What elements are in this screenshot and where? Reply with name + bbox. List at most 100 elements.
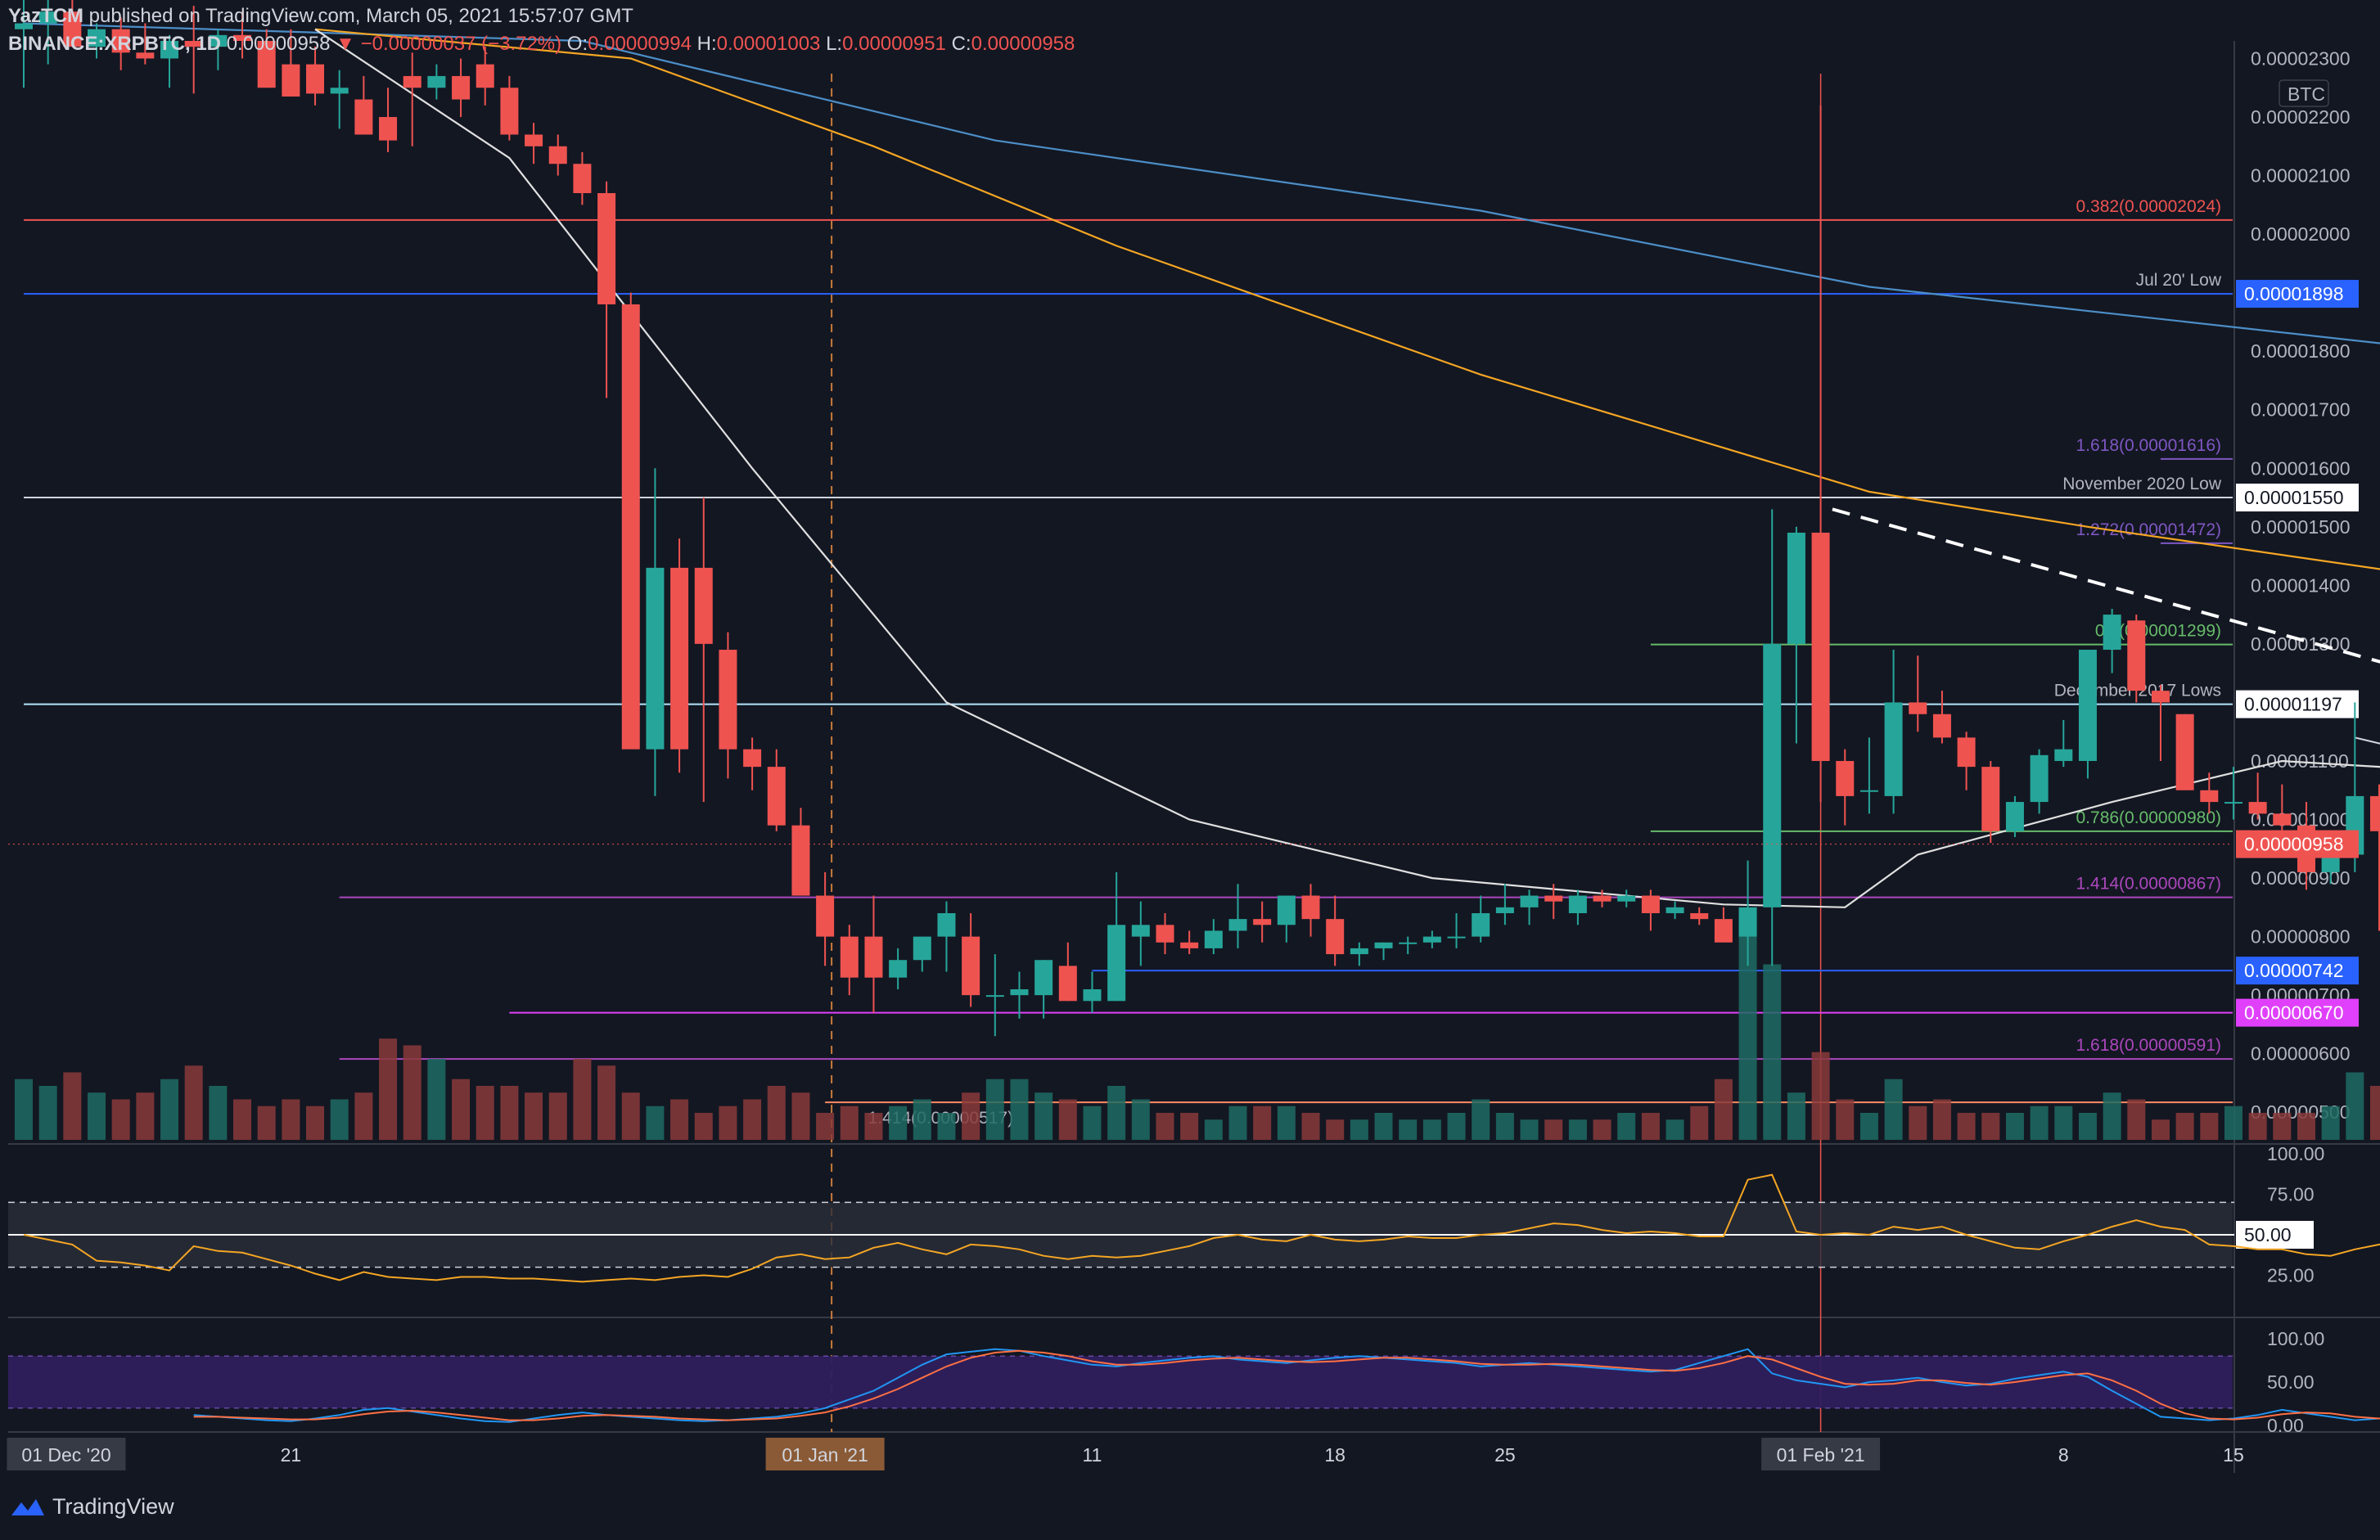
volume-bar	[573, 1059, 592, 1140]
volume-bar	[694, 1113, 713, 1140]
volume-bar	[1010, 1078, 1029, 1140]
last-price-tag-label: 0.00000958	[2244, 834, 2344, 855]
volume-bar	[1350, 1119, 1368, 1140]
candle-body	[937, 912, 956, 937]
level-price-tag	[2236, 998, 2359, 1027]
volume-bar	[1301, 1113, 1320, 1140]
stoch-rsi-pane: 100.00 50.00 0.00	[8, 1328, 2380, 1436]
volume-bar	[1253, 1105, 1272, 1140]
candle-body	[840, 936, 859, 978]
volume-bar	[1884, 1078, 1903, 1140]
candle-body	[913, 936, 931, 961]
candle-body	[1472, 912, 1490, 937]
price-tick-label: 0.00000600	[2251, 1043, 2351, 1065]
candle-body	[1520, 895, 1539, 907]
volume-bar	[1859, 1113, 1878, 1140]
volume-bar	[743, 1099, 762, 1140]
rsi-line	[23, 1173, 2380, 1283]
candle-body	[1034, 960, 1053, 996]
time-tick-label: 11	[1083, 1444, 1102, 1466]
candle-body	[719, 650, 737, 750]
volume-bar	[2369, 1086, 2380, 1140]
moving-average-line	[23, 22, 2380, 344]
volume-bar	[330, 1099, 349, 1140]
volume-bar	[2248, 1113, 2267, 1140]
candle-body	[1787, 532, 1805, 644]
volume-bar	[1374, 1113, 1393, 1140]
rsi-pane: 100.00 75.00 25.00 50.00	[8, 1143, 2380, 1286]
volume-bar	[160, 1078, 179, 1140]
candle-body	[2175, 714, 2194, 790]
volume-bar	[1422, 1119, 1441, 1140]
time-tick-label: 01 Dec '20	[21, 1444, 110, 1466]
candle-body	[452, 75, 471, 100]
level-label: 0.382(0.00002024)	[2076, 197, 2222, 216]
symbol-name[interactable]: BINANCE:XRPBTC, 1D	[8, 33, 222, 55]
volume-bar	[2078, 1113, 2097, 1140]
volume-bar	[962, 1092, 980, 1140]
volume-bar	[1204, 1119, 1223, 1140]
tradingview-logo-icon	[11, 1498, 44, 1515]
candle-body	[2127, 620, 2146, 691]
price-tick-label: 0.00001800	[2251, 340, 2351, 362]
price-tick-label: 0.00001400	[2251, 574, 2351, 596]
candle-body	[1180, 942, 1199, 948]
candle-body	[184, 41, 203, 47]
volume-bar	[2175, 1113, 2194, 1140]
candle-body	[1350, 948, 1368, 955]
author-name[interactable]: YazTCM	[8, 5, 84, 27]
price-tick-label: 0.00001700	[2251, 399, 2351, 421]
level-price-tag-label: 0.00000670	[2244, 1002, 2344, 1024]
candle-body	[1204, 930, 1223, 948]
time-tick-label: 21	[281, 1444, 302, 1466]
candle-body	[743, 749, 762, 768]
candle-body	[1374, 942, 1393, 948]
tradingview-brand[interactable]: TradingView	[10, 1494, 174, 1520]
volume-bar	[1034, 1092, 1053, 1140]
time-tick-label: 01 Jan '21	[782, 1444, 868, 1466]
volume-bar	[2224, 1105, 2243, 1140]
last-price-tag	[2236, 830, 2359, 858]
level-price-tag	[2236, 484, 2359, 512]
volume-bar	[1763, 964, 1782, 1140]
stoch-line	[193, 1349, 2380, 1421]
candle-body	[1010, 988, 1029, 996]
candle-body	[1593, 895, 1611, 902]
dashed-trendline	[1832, 507, 2380, 664]
candle-body	[1326, 919, 1345, 955]
currency-badge[interactable]: BTC	[2279, 79, 2329, 107]
level-price-tag	[2236, 690, 2359, 718]
candle-body	[2200, 790, 2219, 803]
volume-bar	[1787, 1092, 1805, 1140]
volume-bar	[15, 1078, 33, 1140]
volume-bar	[379, 1038, 398, 1140]
volume-bar	[452, 1078, 471, 1140]
candle-body	[476, 64, 494, 88]
candle-body	[985, 995, 1004, 997]
candle-body	[1058, 966, 1077, 1002]
candle-body	[209, 34, 228, 47]
level-label: 1.272(0.00001472)	[2076, 520, 2222, 539]
candle-body	[403, 75, 421, 88]
candle-body	[1763, 643, 1782, 907]
candle-body	[1884, 702, 1903, 796]
level-price-tag-label: 0.00001898	[2244, 283, 2344, 304]
candle-body	[597, 193, 616, 304]
candle-body	[1859, 790, 1878, 792]
level-price-tag-label: 0.00000742	[2244, 960, 2344, 981]
rsi-tick-label: 75.00	[2267, 1184, 2315, 1205]
candle-body	[1957, 737, 1976, 768]
candle-body	[306, 64, 325, 94]
candle-body	[1738, 907, 1757, 937]
volume-bar	[1981, 1113, 2000, 1140]
open-value: 0.00000994	[588, 33, 692, 55]
volume-bar	[767, 1086, 786, 1140]
moving-average-line	[314, 28, 2380, 908]
price-tick-label: 0.00001600	[2251, 457, 2351, 479]
volume-bar	[1836, 1099, 1855, 1140]
candle-body	[1083, 988, 1102, 1002]
candle-body	[111, 29, 130, 53]
volume-bar	[2005, 1113, 2024, 1140]
